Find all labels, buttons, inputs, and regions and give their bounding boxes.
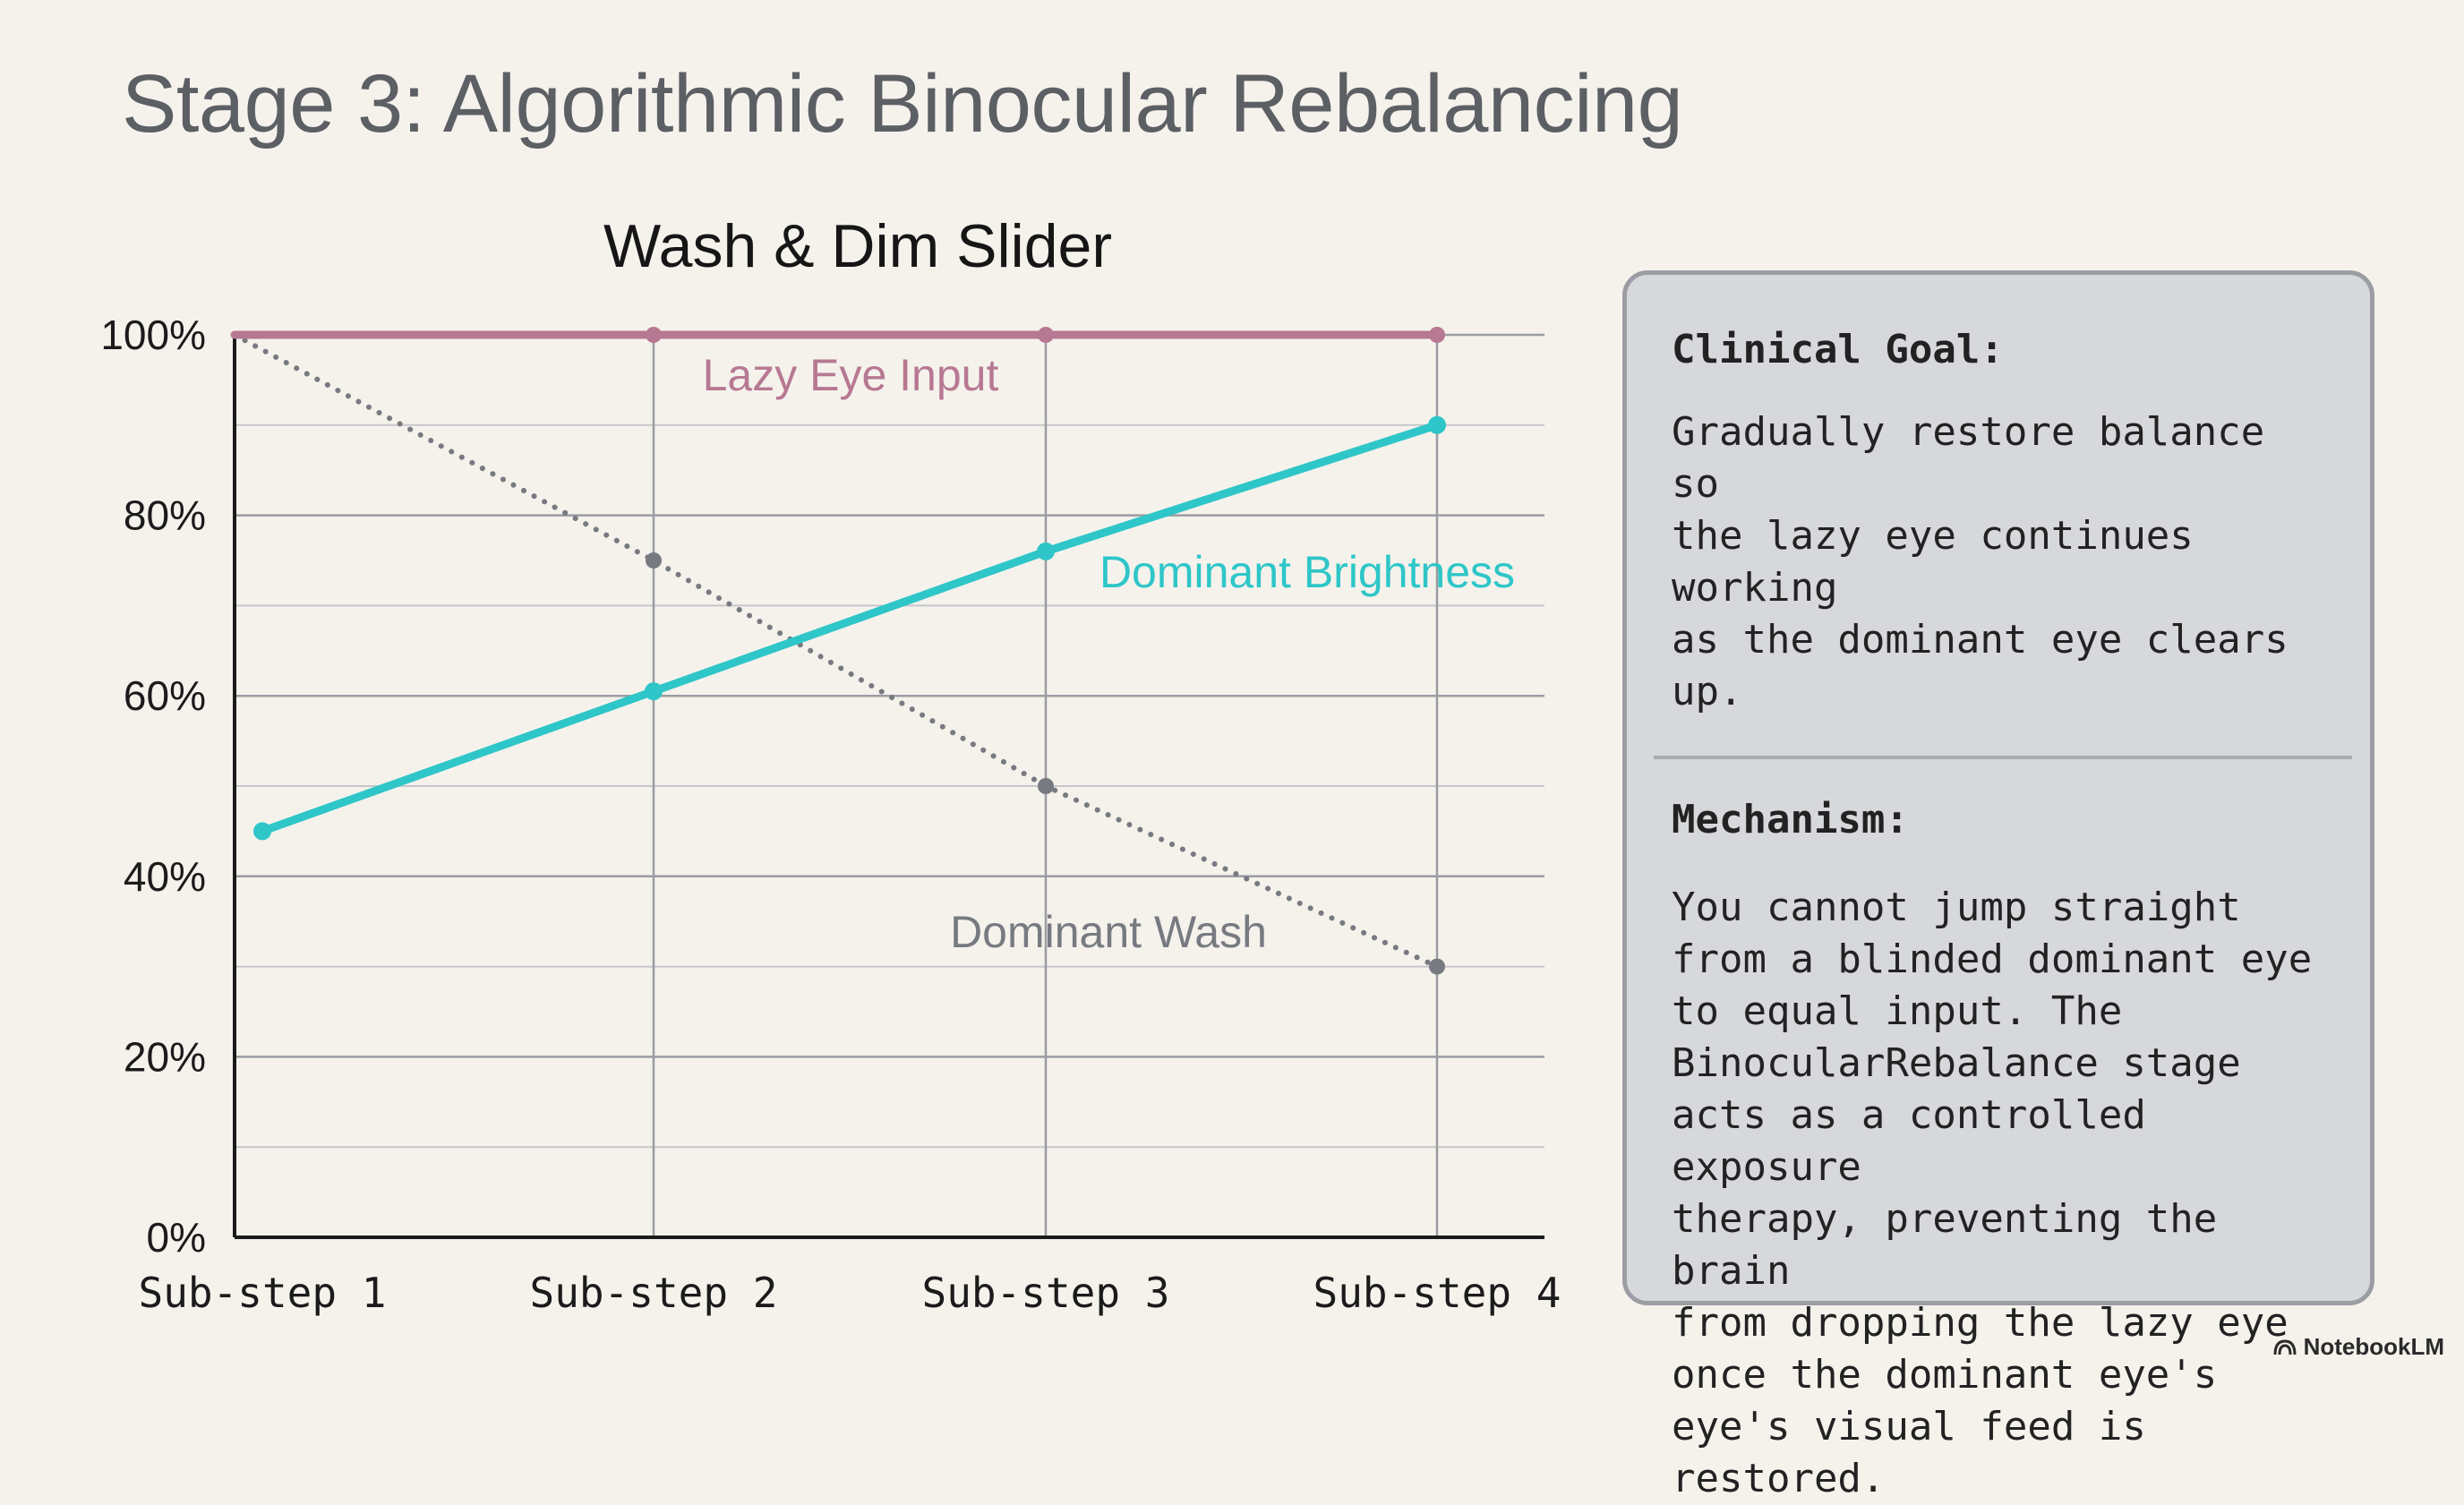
x-tick-label: Sub-step 4 xyxy=(1313,1269,1561,1317)
mechanism-heading: Mechanism: xyxy=(1672,797,1909,842)
dominant-brightness-line xyxy=(258,421,1442,835)
y-tick-label: 40% xyxy=(124,853,206,900)
chart-title: Wash & Dim Slider xyxy=(603,212,1112,280)
x-tick-label: Sub-step 2 xyxy=(530,1269,778,1317)
dominant-wash-label: Dominant Wash xyxy=(950,907,1267,957)
clinical-goal-heading: Clinical Goal: xyxy=(1672,327,2004,372)
clinical-goal-text: Gradually restore balance so the lazy ey… xyxy=(1672,409,2289,714)
y-tick-label: 0% xyxy=(147,1214,206,1261)
dominant-brightness-point xyxy=(253,822,271,841)
lazy-eye-input-point xyxy=(1038,327,1054,343)
mechanism-text: You cannot jump straight from a blinded … xyxy=(1672,885,2313,1501)
x-tick-label: Sub-step 3 xyxy=(922,1269,1170,1317)
dominant-wash-point xyxy=(646,552,662,569)
dominant-brightness-point xyxy=(1037,542,1055,560)
info-panel: Clinical Goal: Gradually restore balance… xyxy=(1622,270,2374,1501)
y-tick-label: 80% xyxy=(124,492,206,539)
lazy-eye-input-point xyxy=(1429,327,1445,343)
dominant-wash-line xyxy=(232,332,1440,970)
dominant-wash-point xyxy=(1429,958,1445,975)
y-tick-label: 100% xyxy=(100,312,206,358)
watermark-text: NotebookLM xyxy=(2303,1333,2444,1360)
panel-divider xyxy=(1654,756,2352,759)
lazy-eye-input-label: Lazy Eye Input xyxy=(703,350,999,400)
notebooklm-logo-icon xyxy=(2273,1338,2297,1355)
dominant-brightness-point xyxy=(1428,415,1446,434)
dominant-brightness-label: Dominant Brightness xyxy=(1099,547,1515,597)
dominant-brightness-point xyxy=(645,682,663,701)
dominant-wash-point xyxy=(1038,778,1054,794)
lazy-eye-input-point xyxy=(646,327,662,343)
page-title: Stage 3: Algorithmic Binocular Rebalanci… xyxy=(122,58,1683,150)
y-tick-label: 20% xyxy=(124,1033,206,1080)
line-chart: Wash & Dim Slider 0% 20% 40% 60% 80% 100% Sub-… xyxy=(100,212,1561,1317)
watermark: NotebookLM xyxy=(2273,1333,2444,1361)
y-tick-label: 60% xyxy=(124,672,206,719)
x-tick-label: Sub-step 1 xyxy=(139,1269,387,1317)
